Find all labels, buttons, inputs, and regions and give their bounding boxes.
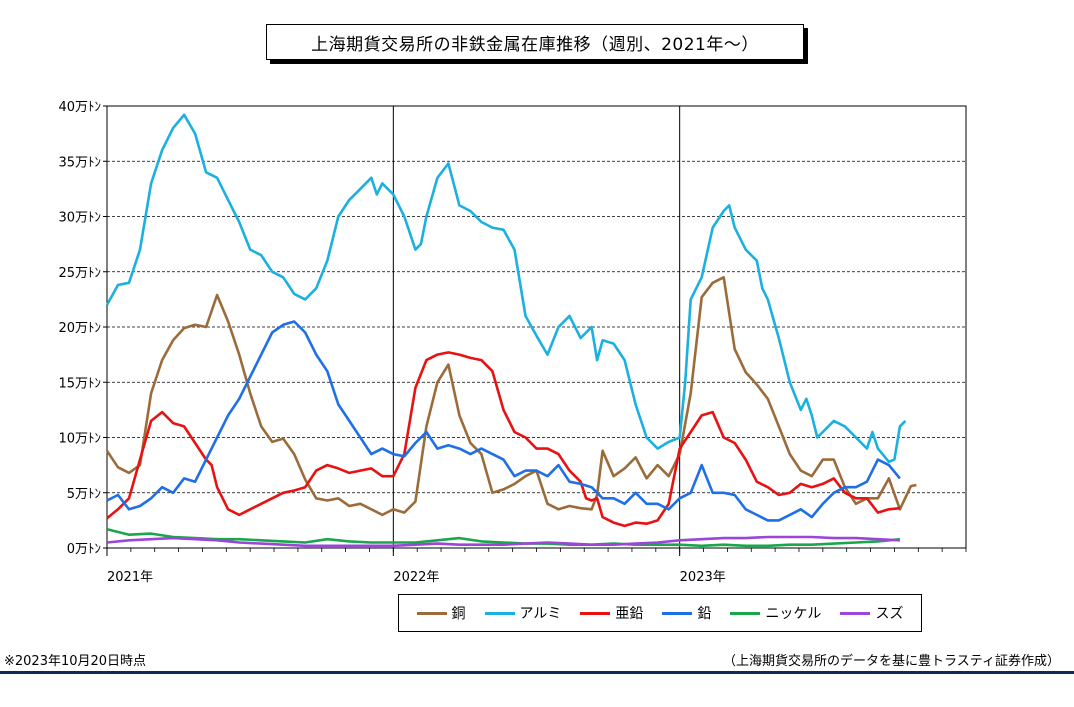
legend-swatch <box>840 612 870 615</box>
y-tick-label: 15万ﾄﾝ <box>58 376 101 391</box>
x-tick-label: 2022年 <box>393 570 439 585</box>
x-tick-label: 2023年 <box>680 570 726 585</box>
y-tick-label: 10万ﾄﾝ <box>58 432 101 447</box>
legend-label: スズ <box>875 603 903 623</box>
legend-swatch <box>662 612 692 615</box>
legend-label: 亜鉛 <box>615 603 643 623</box>
x-tick-label: 2021年 <box>107 570 153 585</box>
legend-item: スズ <box>840 603 903 623</box>
series-line-1 <box>107 115 905 462</box>
legend-swatch <box>485 612 515 615</box>
y-tick-label: 25万ﾄﾝ <box>58 266 101 281</box>
legend-item: ニッケル <box>730 603 821 623</box>
legend-item: 銅 <box>417 603 466 623</box>
legend-item: 鉛 <box>662 603 711 623</box>
bottom-rule <box>0 671 1074 674</box>
legend-label: ニッケル <box>765 603 821 623</box>
legend-label: アルミ <box>520 603 562 623</box>
axis-layer: 0万ﾄﾝ 5万ﾄﾝ 10万ﾄﾝ 15万ﾄﾝ 20万ﾄﾝ 25万ﾄﾝ 30万ﾄﾝ 35万ﾄﾝ 40… <box>58 100 966 585</box>
series-layer <box>107 115 916 546</box>
y-tick-label: 0万ﾄﾝ <box>67 542 101 557</box>
legend-label: 銅 <box>452 603 466 623</box>
legend-item: 亜鉛 <box>580 603 643 623</box>
y-tick-label: 30万ﾄﾝ <box>58 211 101 226</box>
legend-item: アルミ <box>485 603 562 623</box>
series-line-2 <box>107 352 900 526</box>
legend-swatch <box>730 612 760 615</box>
source-note: （上海期貨交易所のデータを基に豊トラスティ証券作成） <box>723 650 1060 669</box>
y-tick-label: 5万ﾄﾝ <box>67 487 101 502</box>
legend: 銅 アルミ 亜鉛 鉛 ニッケル スズ <box>398 594 922 632</box>
y-tick-label: 40万ﾄﾝ <box>58 100 101 115</box>
y-tick-label: 35万ﾄﾝ <box>58 155 101 170</box>
line-chart: 0万ﾄﾝ 5万ﾄﾝ 10万ﾄﾝ 15万ﾄﾝ 20万ﾄﾝ 25万ﾄﾝ 30万ﾄﾝ 35万ﾄﾝ 40… <box>0 0 1074 600</box>
y-tick-label: 20万ﾄﾝ <box>58 321 101 336</box>
date-note: ※2023年10月20日時点 <box>4 650 146 669</box>
legend-swatch <box>580 612 610 615</box>
legend-swatch <box>417 612 447 615</box>
legend-label: 鉛 <box>697 603 711 623</box>
